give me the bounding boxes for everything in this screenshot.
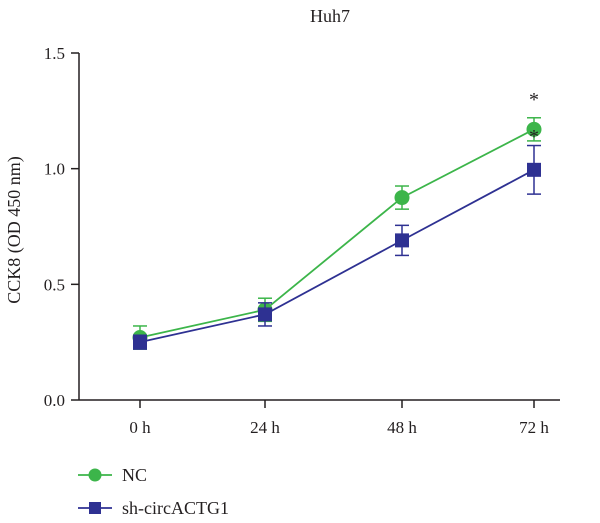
annotation-layer: ** (529, 89, 539, 148)
chart-title: Huh7 (310, 6, 350, 26)
y-axis-title: CCK8 (OD 450 nm) (4, 156, 25, 304)
legend-label: NC (122, 465, 147, 485)
series-layer (132, 117, 542, 350)
y-tick-label: 0.5 (44, 275, 65, 294)
data-point (258, 307, 272, 322)
y-tick-label: 1.0 (44, 160, 65, 179)
legend-marker (89, 502, 101, 514)
significance-label: * (529, 126, 539, 148)
legend: NC sh-circACTG1 (78, 465, 229, 518)
legend-marker (88, 468, 102, 482)
legend-label: sh-circACTG1 (122, 498, 229, 518)
data-point (527, 162, 541, 177)
x-tick-label: 0 h (129, 418, 151, 437)
data-point (133, 335, 147, 350)
x-axis-ticks: 0 h 24 h 48 h 72 h (129, 400, 549, 437)
y-axis-ticks: 0.0 0.5 1.0 1.5 (44, 44, 79, 410)
y-tick-label: 0.0 (44, 391, 65, 410)
x-tick-label: 24 h (250, 418, 280, 437)
series-line (139, 128, 535, 339)
series-line (139, 169, 535, 344)
data-point (394, 190, 410, 206)
x-tick-label: 48 h (387, 418, 417, 437)
data-point (395, 233, 409, 248)
y-tick-label: 1.5 (44, 44, 65, 63)
legend-item: sh-circACTG1 (78, 498, 229, 518)
significance-label: * (529, 89, 539, 111)
legend-item: NC (78, 465, 147, 485)
series-sh-circactg1 (133, 144, 541, 350)
data-point (526, 121, 542, 137)
series-nc (132, 117, 542, 350)
x-tick-label: 72 h (519, 418, 549, 437)
